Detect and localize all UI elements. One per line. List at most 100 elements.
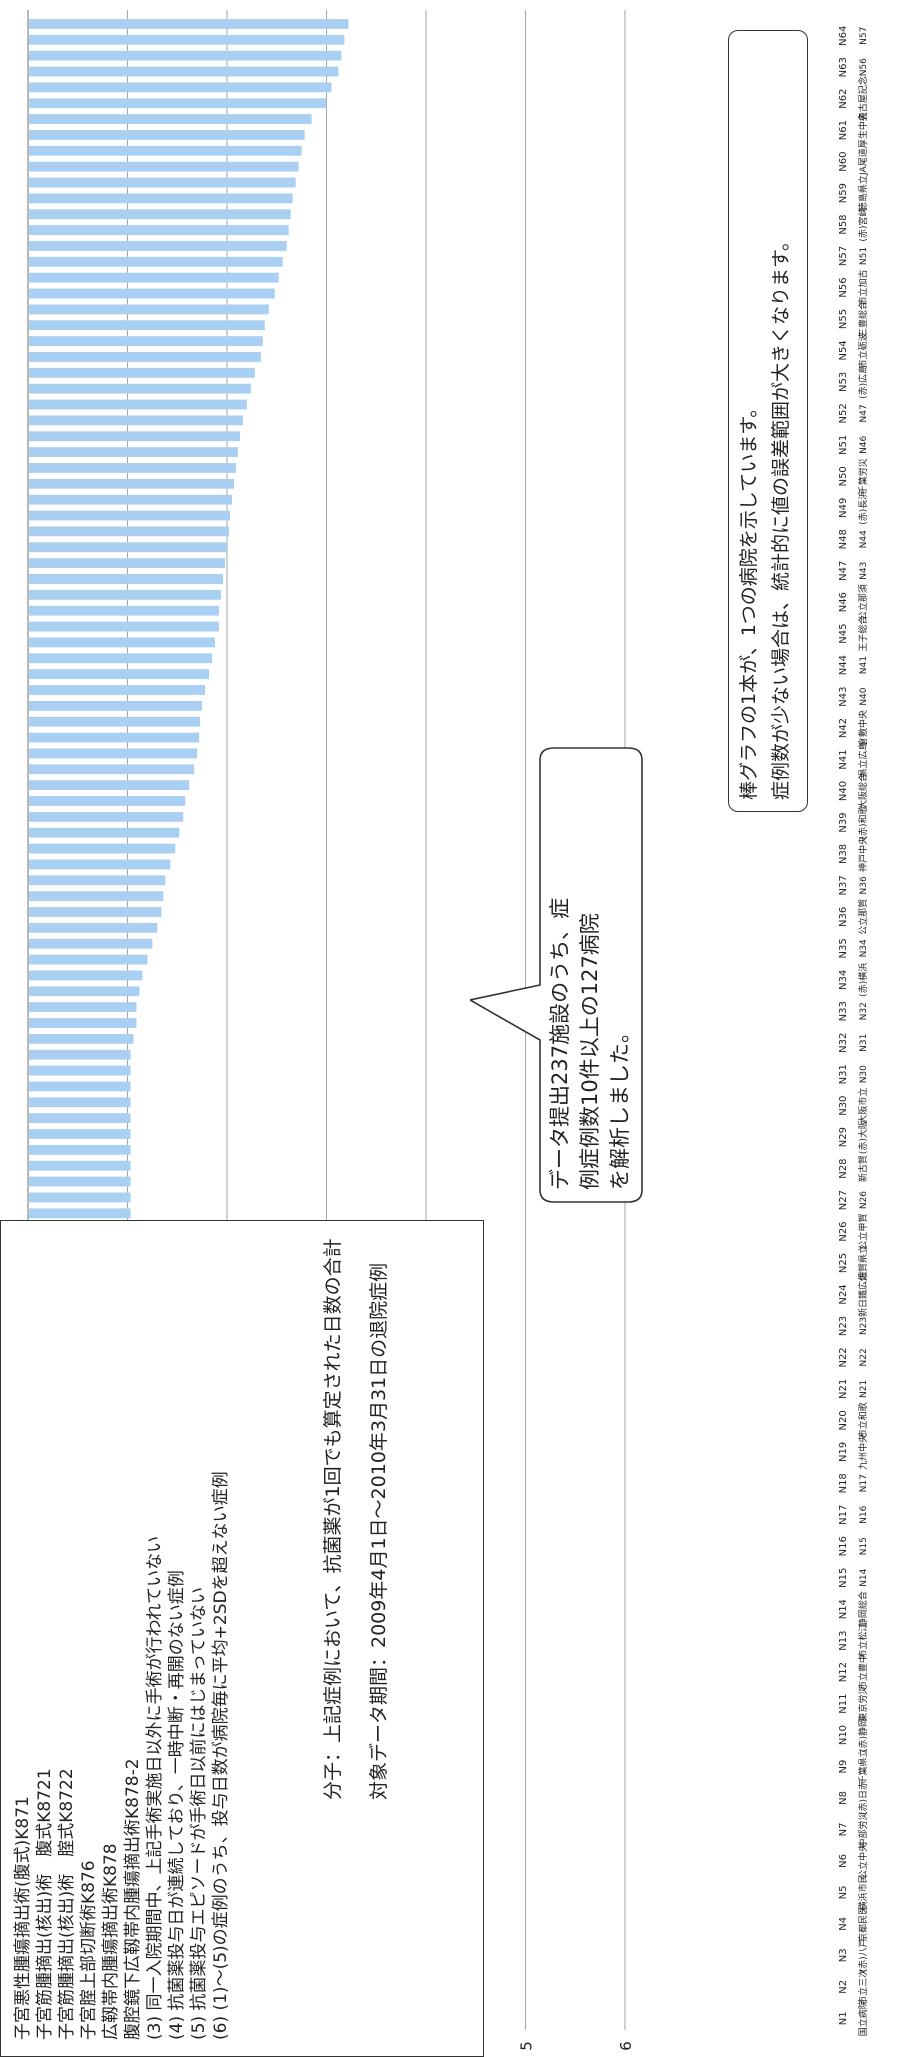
bar <box>29 1160 131 1171</box>
category-hospital: N30 <box>859 1065 869 1083</box>
category-hospital: 市立加古 <box>857 269 869 305</box>
bar <box>29 526 229 537</box>
category-hospital: (赤)長浜 <box>858 491 869 525</box>
category-hospital: N15 <box>859 1537 869 1555</box>
category-code: N35 <box>838 938 849 958</box>
bar <box>29 1081 131 1092</box>
category-hospital: 市立三次 <box>857 1969 869 2005</box>
bar <box>29 811 184 822</box>
criteria-line: (3) 同一入院期間中、上記手術実施日以外に手術が行われていない <box>145 1535 165 2040</box>
bar <box>29 1176 131 1187</box>
category-code: N24 <box>838 1284 849 1304</box>
bar <box>29 922 158 933</box>
callout-line: データ提出237施設のうち、症 <box>548 897 572 1190</box>
bar <box>29 19 349 29</box>
category-code: N20 <box>838 1410 849 1430</box>
bar <box>29 1049 131 1060</box>
category-hospital: 静岡総合 <box>857 1591 869 1627</box>
category-code: N47 <box>838 561 849 581</box>
bar <box>29 589 222 600</box>
category-code: N62 <box>838 89 849 109</box>
category-hospital: N22 <box>859 1348 869 1366</box>
category-code: N18 <box>838 1473 849 1493</box>
category-hospital: (赤)静岡 <box>857 1718 869 1752</box>
category-code: N27 <box>838 1190 849 1210</box>
callout-line: 例症例数10件以上の127病院 <box>578 913 602 1190</box>
bar <box>29 1129 131 1139</box>
bar <box>29 66 339 77</box>
category-hospital: 名古屋記念 <box>857 76 869 121</box>
category-hospital: 王子総合 <box>857 616 869 652</box>
category-code: N6 <box>838 1854 849 1868</box>
bar <box>29 98 327 109</box>
bar <box>29 399 247 410</box>
criteria-line: 子宮筋腫摘出(核出)術 腹式K8721 <box>35 1768 55 2040</box>
category-code: N59 <box>838 183 849 203</box>
bar <box>29 970 143 981</box>
category-hospital: 横浜市民 <box>857 1874 869 1910</box>
category-hospital: 徳島県立 <box>857 175 869 211</box>
category-hospital: 佐賀県立 <box>857 1245 869 1281</box>
category-hospital: (赤)宮崎 <box>857 208 869 242</box>
category-code: N52 <box>838 403 849 423</box>
category-hospital: 新古賀 <box>857 1155 869 1182</box>
category-code: N5 <box>838 1885 849 1899</box>
category-hospital: (赤)横浜 <box>857 963 869 997</box>
criteria-line: 子宮悪性腫瘍摘出術(腹式)K871 <box>13 1796 33 2040</box>
category-hospital: 市立和歌 <box>857 1402 869 1438</box>
criteria-line: 子宮筋腫摘出(核出)術 腟式K8722 <box>57 1768 77 2040</box>
bar <box>29 494 232 505</box>
bar <box>29 1002 137 1013</box>
bar <box>29 669 210 680</box>
category-code: N40 <box>838 781 849 801</box>
bar <box>29 367 255 378</box>
bar <box>29 843 176 854</box>
category-code: N36 <box>838 907 849 927</box>
bar <box>29 1208 131 1219</box>
category-hospital: (赤)広島 <box>857 365 869 399</box>
bar <box>29 907 162 917</box>
bar <box>29 1033 134 1044</box>
category-hospital: 大阪市立 <box>857 1088 869 1124</box>
category-hospital: (赤)日赤 <box>858 1781 869 1815</box>
category-hospital: N44 <box>859 530 869 548</box>
bar <box>29 827 180 838</box>
category-hospital: N14 <box>859 1568 869 1586</box>
category-code: N63 <box>838 57 849 77</box>
category-code: N16 <box>838 1536 849 1556</box>
bar <box>29 605 220 616</box>
category-code: N15 <box>838 1568 849 1588</box>
bar <box>29 447 238 458</box>
category-code: N22 <box>838 1347 849 1367</box>
bar <box>29 716 201 727</box>
category-hospital: N16 <box>859 1505 869 1523</box>
category-hospital: N51 <box>859 247 869 265</box>
category-code: N43 <box>838 686 849 706</box>
bar <box>29 304 269 315</box>
category-code: N31 <box>838 1064 849 1084</box>
category-hospital: 国立病院 <box>857 2000 869 2036</box>
bar <box>29 225 289 236</box>
bar <box>29 1065 131 1076</box>
category-hospital: 市立豊中 <box>857 1654 869 1690</box>
bar <box>29 510 230 521</box>
bar <box>29 256 283 267</box>
category-hospital: N32 <box>859 1002 869 1020</box>
bar <box>29 685 206 695</box>
category-code: N29 <box>838 1127 849 1147</box>
category-code: N64 <box>838 26 849 46</box>
category-code: N46 <box>838 592 849 612</box>
bar <box>29 431 240 442</box>
category-code: N19 <box>838 1442 849 1462</box>
category-hospital: 大阪総合 <box>857 773 869 809</box>
category-hospital: 倉敷中央 <box>857 710 869 746</box>
bar <box>29 415 243 426</box>
category-hospital: N36 <box>859 876 869 894</box>
category-code: N38 <box>838 844 849 864</box>
bar <box>29 542 227 553</box>
bar <box>29 1018 137 1028</box>
bar <box>29 621 220 632</box>
bar <box>29 288 275 299</box>
category-code: N48 <box>838 529 849 549</box>
category-code: N49 <box>838 498 849 518</box>
